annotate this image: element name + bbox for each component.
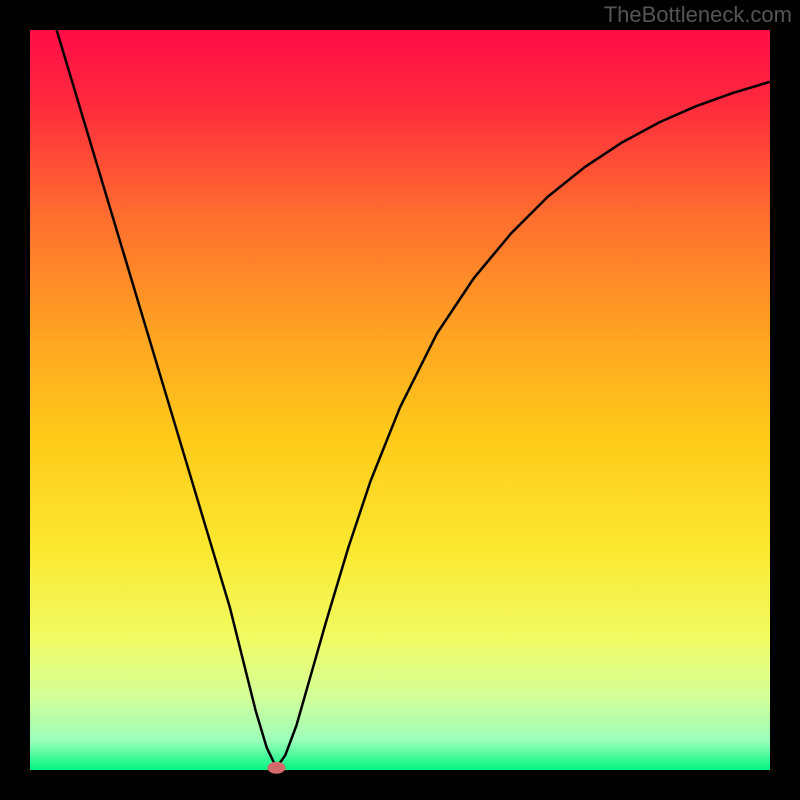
bottleneck-curve-chart [0,0,800,800]
watermark-text: TheBottleneck.com [604,2,792,28]
optimal-point-marker [267,762,285,774]
chart-container: TheBottleneck.com [0,0,800,800]
chart-background-gradient [30,30,770,770]
